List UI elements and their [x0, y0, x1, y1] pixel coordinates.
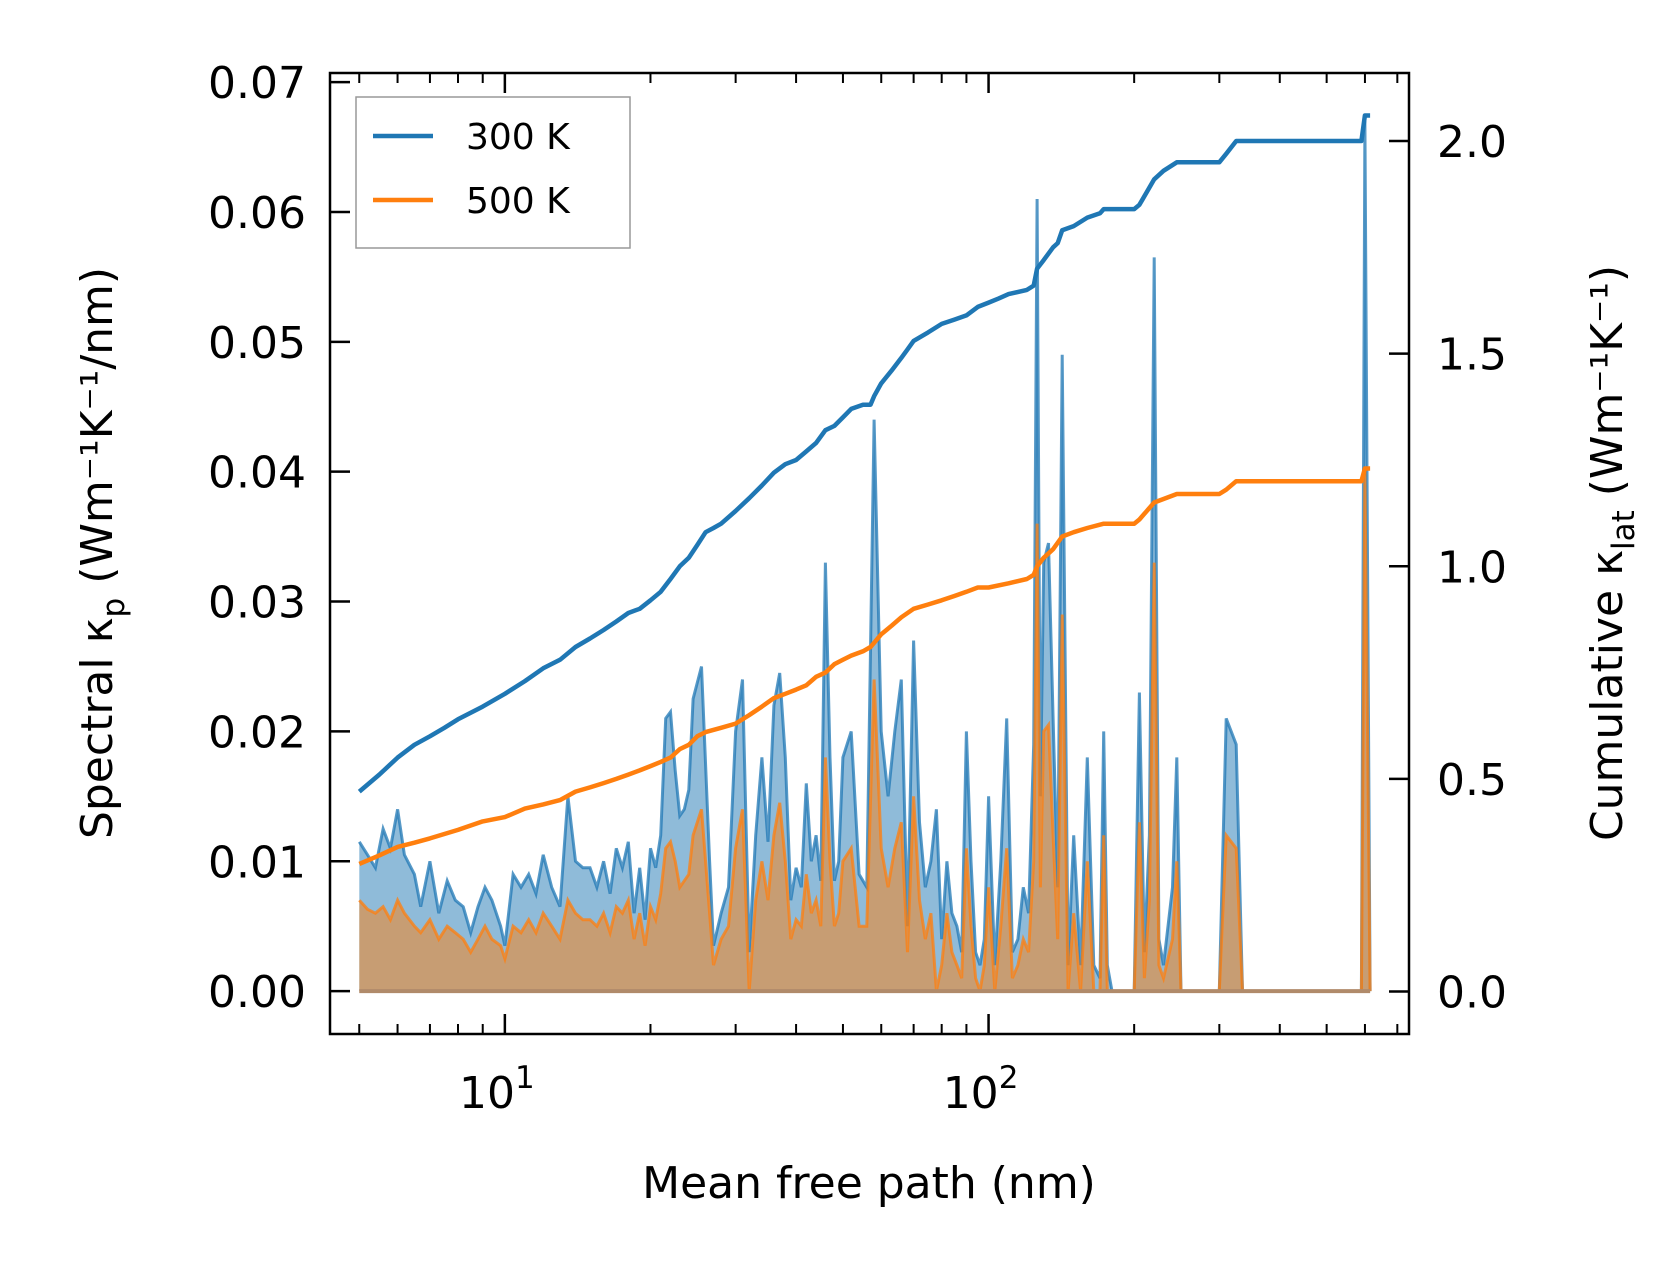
- y-left-tick-label: 0.02: [208, 707, 306, 758]
- y-right-tick-label: 1.5: [1437, 330, 1507, 381]
- cumulative-line-500k: [358, 466, 1371, 866]
- y-left-tick-label: 0.00: [208, 967, 306, 1018]
- spectral-area-300k: [359, 121, 1371, 992]
- cumulative-line-300k: [357, 113, 1371, 794]
- plot-area: [357, 113, 1372, 994]
- y-axis-label-right: Cumulative κlat (Wm⁻¹K⁻¹): [1582, 265, 1642, 841]
- y-axis-label-right-base: Cumulative κ: [1582, 550, 1633, 841]
- x-tick-label: 101: [459, 1060, 535, 1119]
- y-axis-label-left-unit: (Wm⁻¹K⁻¹/nm): [72, 267, 123, 598]
- y-right-tick-label: 0.0: [1437, 967, 1507, 1018]
- y-axis-label-right-sub: lat: [1606, 510, 1642, 550]
- x-axis-label: Mean free path (nm): [642, 1158, 1096, 1209]
- x-tick-label: 102: [943, 1060, 1019, 1119]
- legend-label-500k: 500 K: [466, 181, 571, 222]
- y-axis-label-right-unit: (Wm⁻¹K⁻¹): [1582, 265, 1633, 510]
- spectral-line-500k: [358, 471, 1372, 993]
- y-axis-label-left-base: Spectral κ: [72, 617, 123, 839]
- legend-frame: [355, 96, 631, 249]
- axes-frame: [328, 71, 1411, 1036]
- y-left-tick-label: 0.06: [208, 188, 306, 239]
- y-axis-label-left-sub: p: [96, 598, 132, 618]
- y-right-tick-label: 2.0: [1437, 117, 1507, 168]
- y-left-tick-label: 0.05: [208, 318, 306, 369]
- legend-label-300k: 300 K: [466, 117, 571, 158]
- y-left-tick-label: 0.03: [208, 578, 306, 629]
- spectral-area-500k: [359, 471, 1371, 992]
- y-left-tick-label: 0.01: [208, 837, 306, 888]
- spectral-line-300k: [358, 120, 1372, 993]
- y-right-tick-label: 0.5: [1437, 755, 1507, 806]
- y-left-tick-label: 0.07: [208, 58, 306, 109]
- ticks: 0.00 0.01 0.02 0.03 0.04 0.05 0.06 0.07 0.0 0.5 1.…: [208, 58, 1507, 1119]
- y-left-tick-label: 0.04: [208, 448, 306, 499]
- y-right-tick-label: 1.0: [1437, 542, 1507, 593]
- y-axis-label-left: Spectral κp (Wm⁻¹K⁻¹/nm): [72, 267, 132, 839]
- legend: 300 K 500 K: [355, 96, 631, 249]
